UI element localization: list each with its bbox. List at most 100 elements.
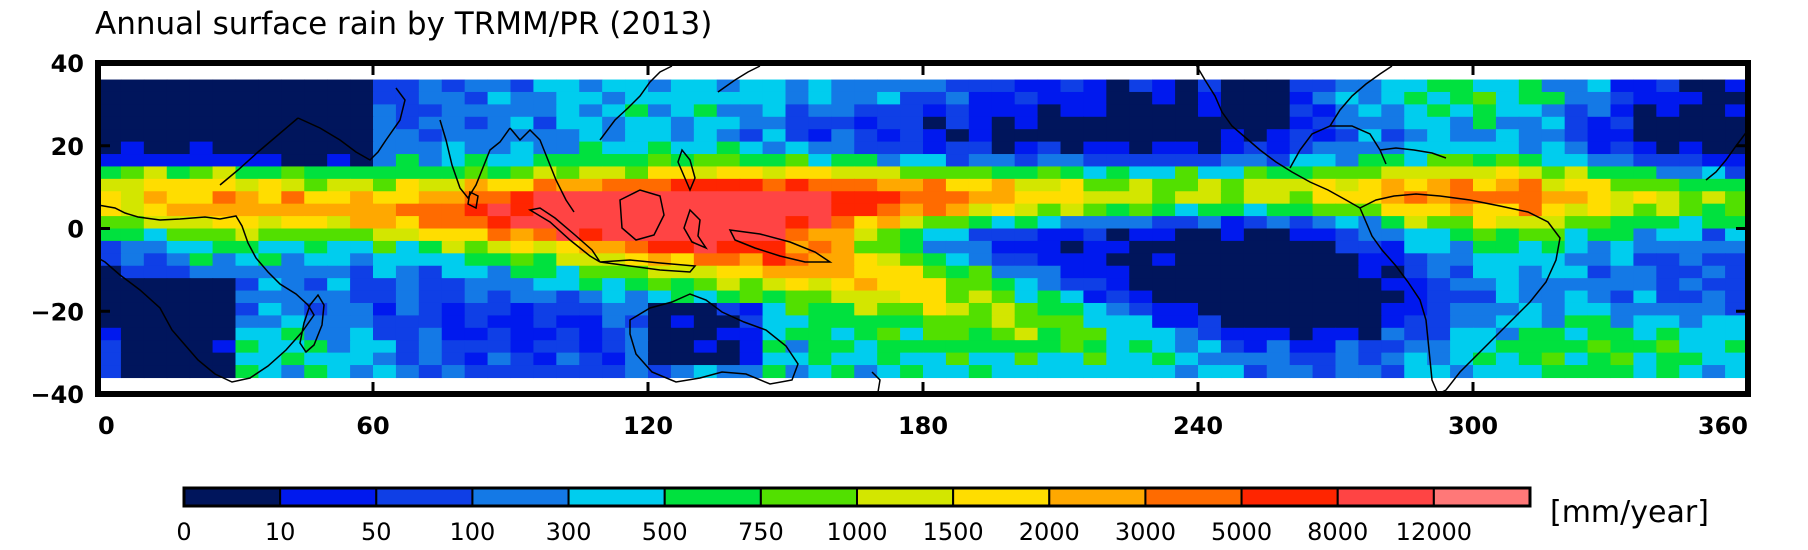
rain-cell [991, 278, 1016, 292]
rain-cell [395, 141, 420, 155]
rain-cell [1014, 228, 1039, 242]
rain-cell [395, 203, 420, 217]
rain-cell [1610, 315, 1635, 329]
rain-cell [1541, 79, 1566, 93]
rain-cell [831, 178, 855, 192]
rain-cell [510, 340, 535, 354]
coast-new-zealand [871, 371, 881, 393]
rain-cell [877, 116, 901, 130]
rain-cell [854, 352, 878, 366]
rain-cell [1220, 191, 1245, 205]
rain-cell [1037, 240, 1062, 254]
rain-cell [1266, 340, 1291, 354]
rain-cell [1541, 203, 1566, 217]
rain-cell [602, 104, 626, 118]
rain-cell [648, 91, 672, 105]
rain-cell [143, 290, 168, 304]
rain-cell [143, 365, 168, 379]
rain-cell [1335, 203, 1360, 217]
rain-cell [808, 216, 832, 230]
rain-cell [143, 91, 168, 105]
rain-cell [281, 129, 305, 143]
rain-cell [166, 240, 191, 254]
rain-cell [968, 302, 993, 316]
rain-cell [235, 216, 260, 230]
rain-cell [120, 228, 145, 242]
rain-cell [1106, 315, 1130, 329]
rain-cell [1037, 228, 1062, 242]
rain-cell [373, 265, 397, 279]
rain-cell [1220, 240, 1245, 254]
rain-cell [441, 178, 466, 192]
rain-cell [1289, 178, 1314, 192]
rain-cell [395, 116, 420, 130]
rain-cell [1220, 79, 1245, 93]
rain-cell [1702, 365, 1726, 379]
rain-cell [1243, 340, 1268, 354]
rain-cell [464, 116, 489, 130]
rain-cell [1014, 290, 1039, 304]
rain-cell [1243, 228, 1268, 242]
rain-cell [1060, 290, 1085, 304]
rain-cell [1358, 365, 1382, 379]
rain-cell [1450, 340, 1474, 354]
rain-cell [487, 191, 512, 205]
rain-cell [418, 302, 443, 316]
rain-cell [693, 129, 718, 143]
rain-cell [945, 315, 970, 329]
rain-cell [1587, 302, 1612, 316]
rain-cell [785, 265, 810, 279]
rain-cell [670, 191, 695, 205]
rain-cell [1335, 141, 1360, 155]
rain-cell [1725, 340, 1749, 354]
rain-cell [235, 278, 260, 292]
rain-cell [1175, 228, 1199, 242]
rain-cell [716, 129, 741, 143]
rain-cell [1312, 327, 1337, 341]
colorbar-swatch [663, 487, 762, 507]
rain-cell [1381, 166, 1405, 180]
rain-cell [602, 265, 626, 279]
rain-cell [1564, 290, 1589, 304]
rain-cell [510, 240, 535, 254]
rain-cell [1679, 352, 1703, 366]
rain-cell [991, 240, 1016, 254]
rain-cell [166, 154, 191, 168]
rain-cell [487, 315, 512, 329]
rain-cell [1289, 278, 1314, 292]
rain-cell [304, 141, 328, 155]
rain-cell [418, 365, 443, 379]
rain-cell [900, 104, 924, 118]
rain-cell [1656, 228, 1680, 242]
rain-cell [258, 352, 282, 366]
rain-cell [1152, 327, 1176, 341]
rain-cell [1450, 315, 1474, 329]
rain-cell [418, 141, 443, 155]
rain-cell [1473, 178, 1497, 192]
rain-cell [877, 91, 901, 105]
rain-cell [1198, 141, 1222, 155]
rain-cell [189, 178, 214, 192]
colorbar-swatch [1432, 487, 1531, 507]
rain-cell [1610, 302, 1635, 316]
rain-cell [418, 154, 443, 168]
rain-cell [1060, 116, 1085, 130]
rain-cell [831, 141, 855, 155]
rain-cell [1495, 129, 1520, 143]
y-tick-label: 20 [51, 133, 84, 161]
rain-cell [579, 228, 603, 242]
rain-cell [1220, 365, 1245, 379]
rain-cell [235, 203, 260, 217]
rain-cell [648, 154, 672, 168]
rain-cell [212, 240, 237, 254]
rain-cell [1335, 302, 1360, 316]
rain-cell [1656, 154, 1680, 168]
rain-cell [579, 129, 603, 143]
rain-cell [143, 191, 168, 205]
rain-cell [373, 240, 397, 254]
rain-cell [579, 141, 603, 155]
rain-cell [1518, 116, 1543, 130]
rain-cell [877, 365, 901, 379]
rain-cell [670, 91, 695, 105]
rain-cell [923, 216, 947, 230]
